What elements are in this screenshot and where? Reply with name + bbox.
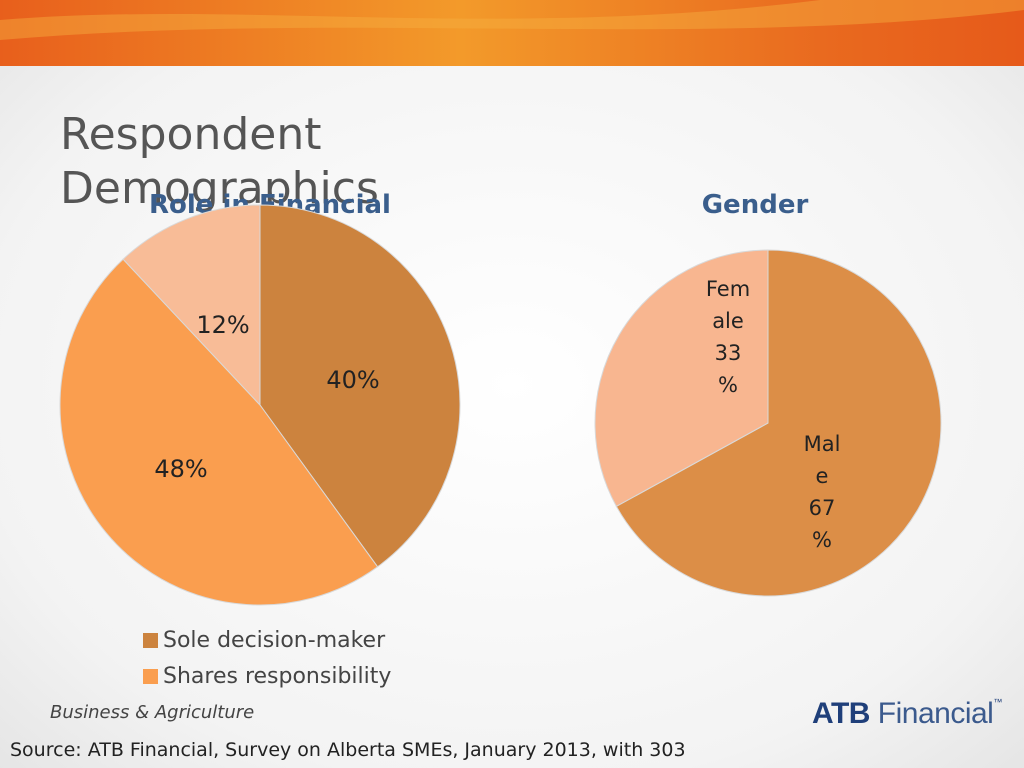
role-pie-data-label-1: 48% — [154, 455, 207, 483]
role-pie-slice-0 — [259, 204, 461, 568]
legend-label-sole: Sole decision-maker — [163, 627, 386, 653]
slide-title: Respondent Demographics — [60, 109, 379, 214]
legend-item-sole: Sole decision-maker — [143, 622, 391, 658]
gender-pie-slice-0 — [615, 249, 942, 597]
header-band — [0, 0, 1024, 66]
gender-chart-title: Gender — [701, 190, 809, 220]
logo-trademark: ™ — [993, 697, 1002, 707]
logo-financial: Financial — [869, 697, 994, 730]
legend-swatch-sole — [143, 632, 158, 648]
atb-financial-logo: ATB Financial™ — [812, 697, 1002, 731]
role-pie-slice-1 — [59, 258, 379, 606]
business-unit-label: Business & Agriculture — [50, 702, 255, 723]
legend-label-shares: Shares responsibility — [163, 663, 392, 689]
source-note: Source: ATB Financial, Survey on Alberta… — [10, 739, 686, 761]
legend-item-shares: Shares responsibility — [143, 658, 391, 694]
logo-atb: ATB — [812, 697, 870, 730]
header-swoosh — [0, 0, 1024, 40]
role-pie-slice-2 — [122, 204, 261, 407]
role-pie-data-label-0: 40% — [326, 366, 379, 394]
gender-pie-data-label-1: Fem ale 33% — [706, 277, 750, 397]
role-legend: Sole decision-maker Shares responsibilit… — [143, 622, 391, 694]
legend-swatch-shares — [143, 668, 158, 684]
role-pie-data-label-2: 12% — [196, 311, 249, 339]
gender-pie-data-label-0: Mal e 67% — [804, 432, 841, 552]
gender-pie-slice-1 — [594, 249, 769, 508]
